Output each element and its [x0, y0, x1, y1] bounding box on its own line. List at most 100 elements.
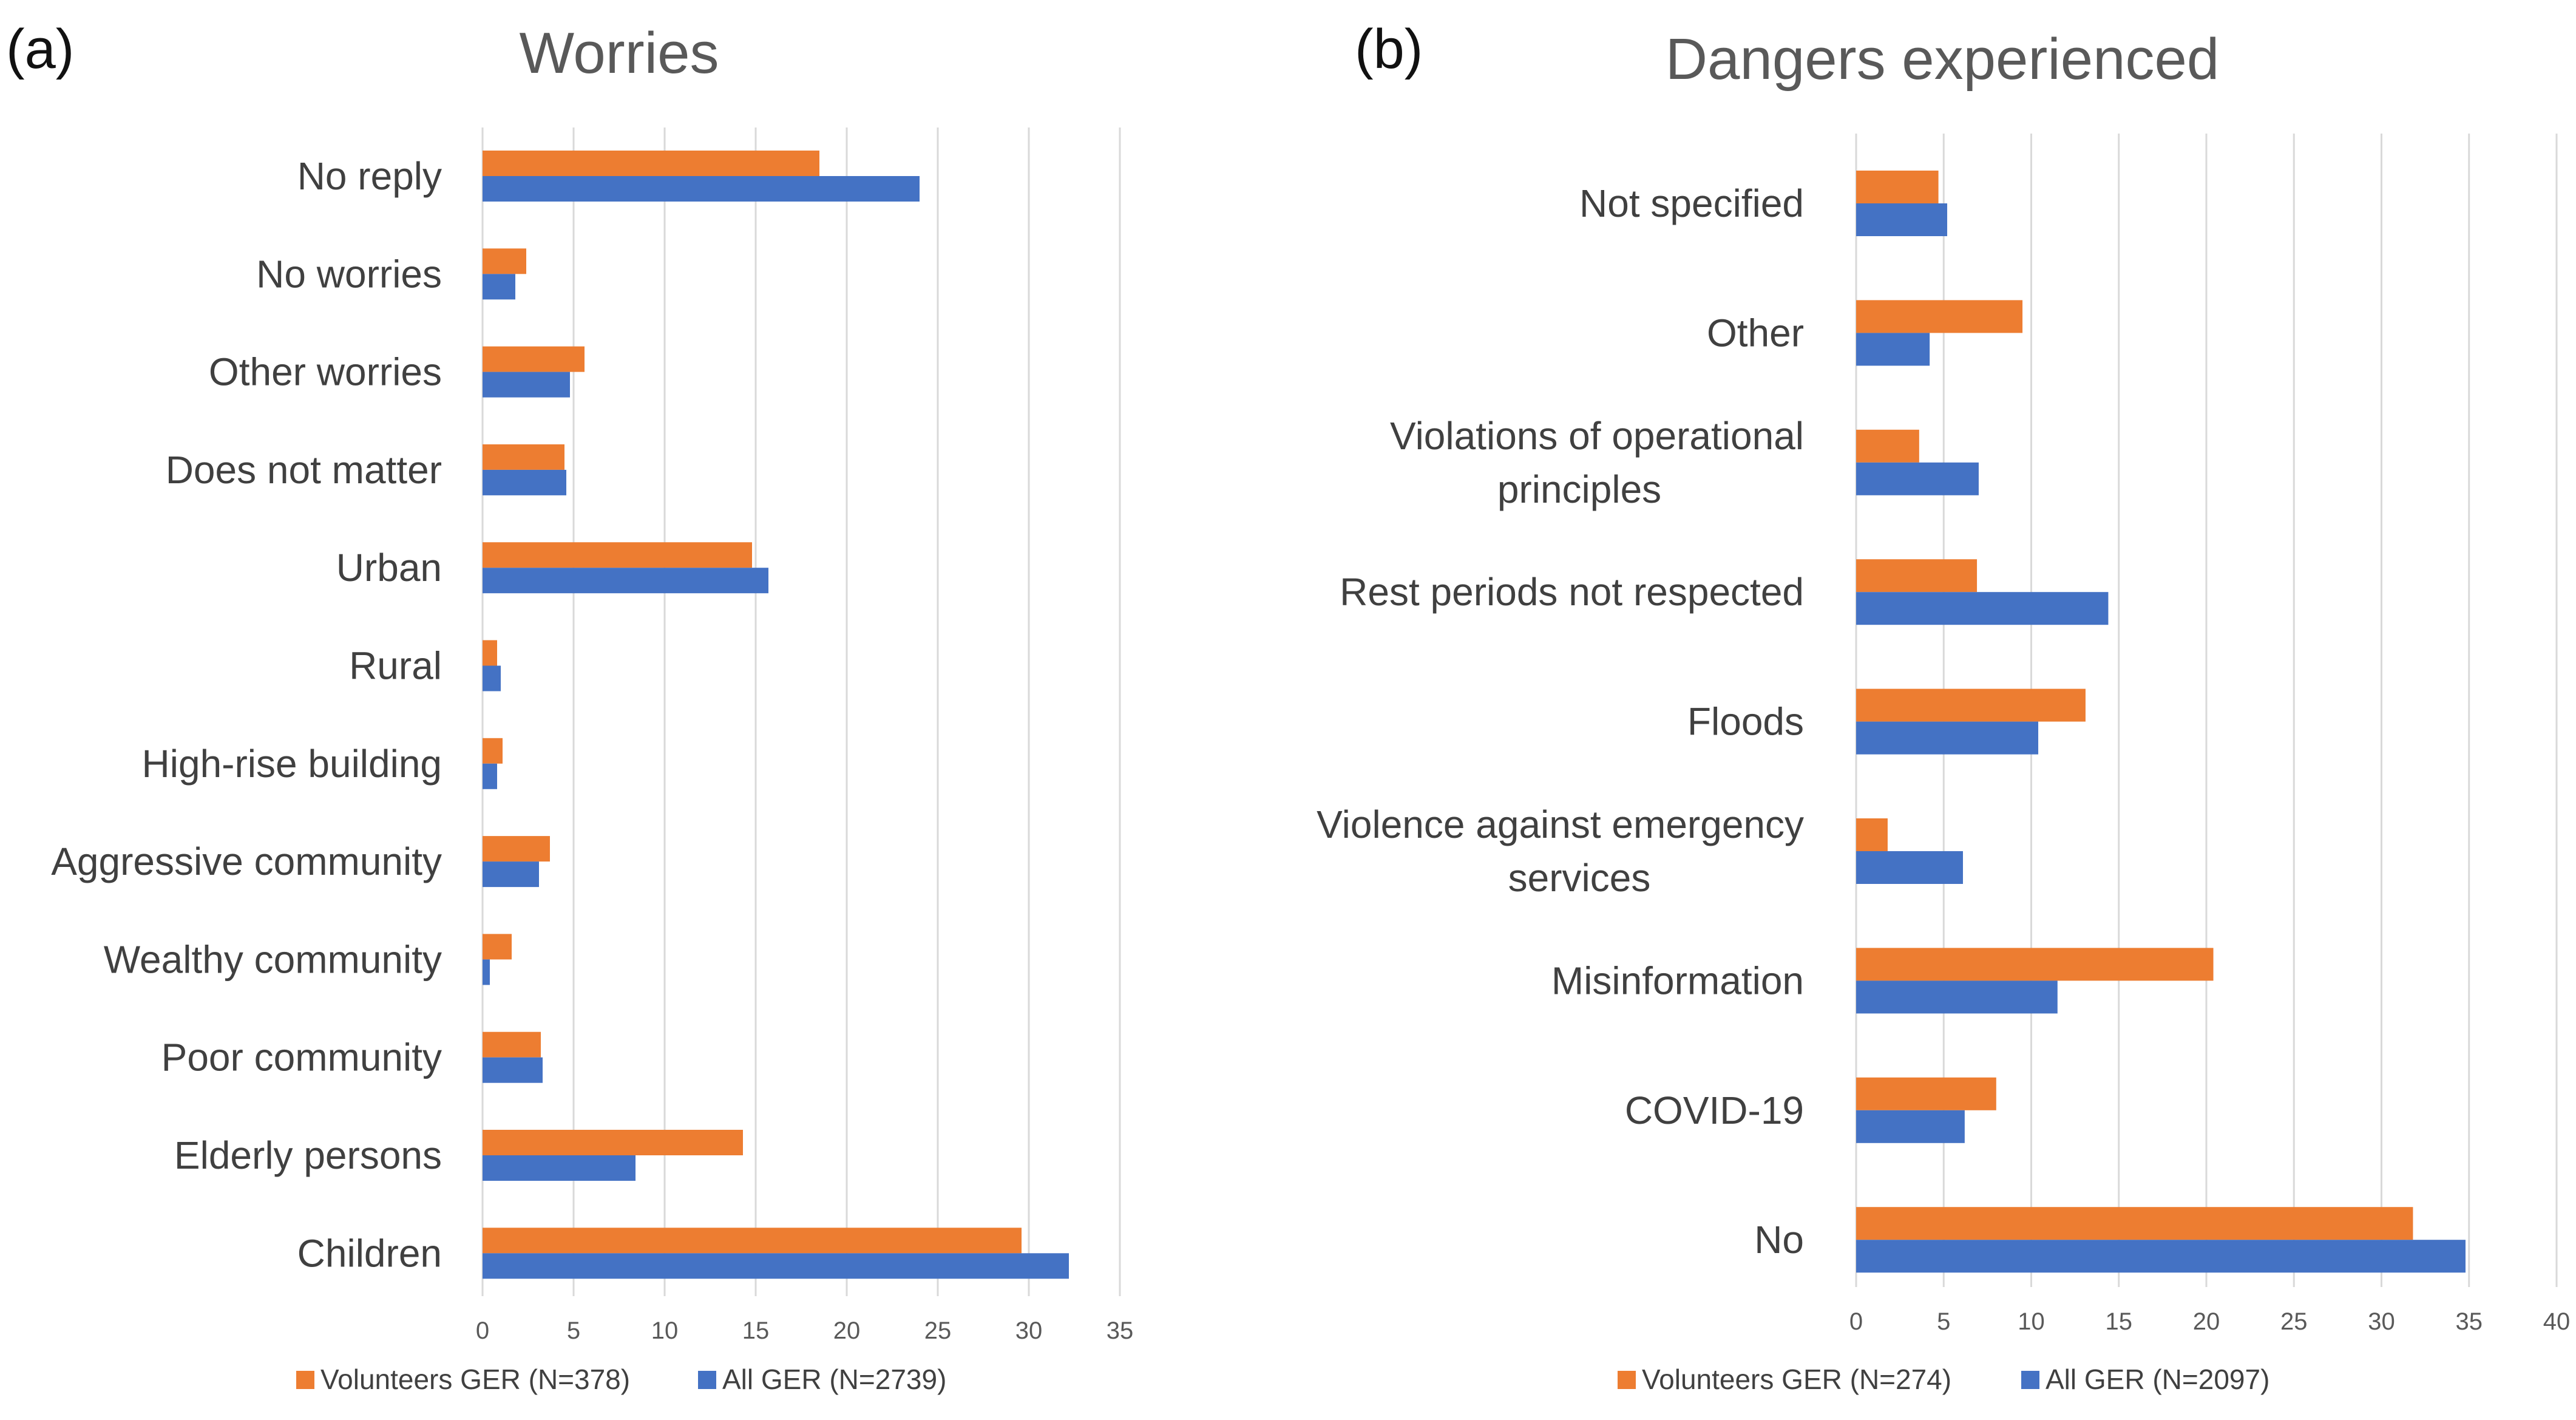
category-label: Rest periods not respected — [1340, 570, 1804, 614]
bar-volunteers — [483, 151, 819, 176]
x-tick-label: 35 — [2456, 1308, 2483, 1335]
bar-all — [483, 274, 515, 300]
panel-a-category-labels: No reply No worries Other worries Does not … — [51, 154, 442, 1275]
legend-label-all: All GER (N=2097) — [2046, 1364, 2269, 1395]
category-label: Not specified — [1579, 182, 1804, 225]
bar-all — [483, 665, 501, 691]
bar-all — [1856, 462, 1979, 495]
bar-volunteers — [1856, 300, 2023, 333]
x-tick-label: 20 — [2193, 1308, 2220, 1335]
category-label: Violations of operational — [1390, 414, 1804, 458]
category-label: Violence against emergency — [1317, 803, 1804, 846]
panel-a-gridlines — [481, 127, 1121, 1296]
bar-all — [483, 861, 539, 888]
category-label: Does not matter — [166, 448, 442, 492]
category-label: Urban — [336, 546, 442, 589]
bar-all — [483, 176, 920, 202]
bar-all — [483, 1253, 1069, 1279]
category-label: Misinformation — [1551, 959, 1804, 1002]
bar-all — [1856, 592, 2109, 625]
x-tick-label: 5 — [1937, 1308, 1950, 1335]
panel-b-title: Dangers experienced — [1666, 27, 2220, 92]
x-tick-label: 5 — [567, 1317, 580, 1344]
bar-all — [1856, 721, 2039, 755]
legend-label-all: All GER (N=2739) — [722, 1364, 946, 1395]
bar-volunteers — [1856, 171, 1939, 203]
x-tick-label: 10 — [651, 1317, 679, 1344]
bar-all — [483, 959, 490, 985]
x-tick-label: 0 — [476, 1317, 489, 1344]
panel-b-category-labels: Not specified Other Violations of operatio… — [1317, 182, 1804, 1262]
bar-volunteers — [1856, 1207, 2413, 1240]
bar-all — [483, 763, 497, 789]
bar-all — [1856, 851, 1963, 884]
bar-volunteers — [483, 934, 512, 960]
bar-volunteers — [483, 1228, 1022, 1254]
x-tick-label: 15 — [2106, 1308, 2133, 1335]
bar-all — [1856, 980, 2058, 1014]
panel-a-bars — [483, 151, 1069, 1279]
bar-volunteers — [1856, 559, 1978, 593]
bar-volunteers — [483, 640, 497, 666]
bar-all — [483, 1057, 543, 1083]
category-label: No — [1754, 1218, 1804, 1262]
bar-all — [483, 372, 570, 398]
bar-all — [483, 1155, 636, 1181]
panel-b-legend: Volunteers GER (N=274) All GER (N=2097) — [1618, 1364, 2269, 1395]
category-label: Floods — [1687, 700, 1804, 744]
x-tick-label: 30 — [1015, 1317, 1043, 1344]
bar-volunteers — [483, 444, 564, 470]
bar-volunteers — [1856, 1077, 1996, 1110]
bar-volunteers — [483, 836, 550, 862]
x-tick-label: 35 — [1107, 1317, 1134, 1344]
category-label: principles — [1497, 467, 1661, 511]
bar-volunteers — [483, 542, 752, 568]
x-tick-label: 25 — [2280, 1308, 2308, 1335]
panel-b-bars — [1856, 171, 2466, 1273]
bar-volunteers — [483, 346, 585, 372]
category-label: Other — [1707, 311, 1804, 355]
bar-volunteers — [483, 248, 526, 274]
bar-all — [1856, 333, 1930, 366]
panel-b-letter: (b) — [1355, 18, 1423, 80]
bar-volunteers — [483, 1031, 541, 1058]
bar-all — [1856, 203, 1948, 236]
x-tick-label: 20 — [833, 1317, 861, 1344]
bar-volunteers — [1856, 688, 2086, 722]
x-tick-label: 25 — [924, 1317, 952, 1344]
legend-swatch-volunteers — [1618, 1371, 1636, 1389]
bar-all — [1856, 1110, 1965, 1143]
category-label: Children — [297, 1231, 442, 1275]
bar-all — [483, 469, 566, 495]
x-tick-label: 10 — [2018, 1308, 2045, 1335]
panel-b-x-tick-labels: 0 5 10 15 20 25 30 35 40 — [1849, 1308, 2570, 1335]
panel-a-worries-chart: (a) Worries No reply No worries Other worr… — [6, 18, 1133, 1395]
bar-all — [483, 568, 768, 594]
bar-volunteers — [1856, 429, 1919, 463]
x-tick-label: 30 — [2368, 1308, 2395, 1335]
panel-a-title: Worries — [520, 21, 719, 86]
x-tick-label: 40 — [2543, 1308, 2571, 1335]
category-label: Elderly persons — [174, 1133, 442, 1177]
category-label: Rural — [349, 644, 442, 688]
bar-volunteers — [483, 738, 503, 764]
panel-a-x-tick-labels: 0 5 10 15 20 25 30 35 — [476, 1317, 1133, 1344]
legend-swatch-all — [698, 1371, 716, 1389]
category-label: Wealthy community — [104, 937, 442, 981]
category-label: Poor community — [161, 1036, 442, 1079]
legend-swatch-all — [2021, 1371, 2039, 1389]
legend-label-volunteers: Volunteers GER (N=274) — [1642, 1364, 1951, 1395]
panel-a-legend: Volunteers GER (N=378) All GER (N=2739) — [296, 1364, 946, 1395]
category-label: Other worries — [209, 350, 442, 394]
category-label: No worries — [256, 252, 442, 296]
x-tick-label: 0 — [1849, 1308, 1863, 1335]
category-label: Aggressive community — [51, 840, 442, 883]
bar-volunteers — [1856, 818, 1888, 851]
category-label: services — [1508, 856, 1651, 900]
x-tick-label: 15 — [742, 1317, 770, 1344]
category-label: No reply — [297, 154, 442, 198]
bar-volunteers — [1856, 948, 2214, 981]
bar-volunteers — [483, 1130, 743, 1155]
category-label: COVID-19 — [1625, 1089, 1804, 1132]
